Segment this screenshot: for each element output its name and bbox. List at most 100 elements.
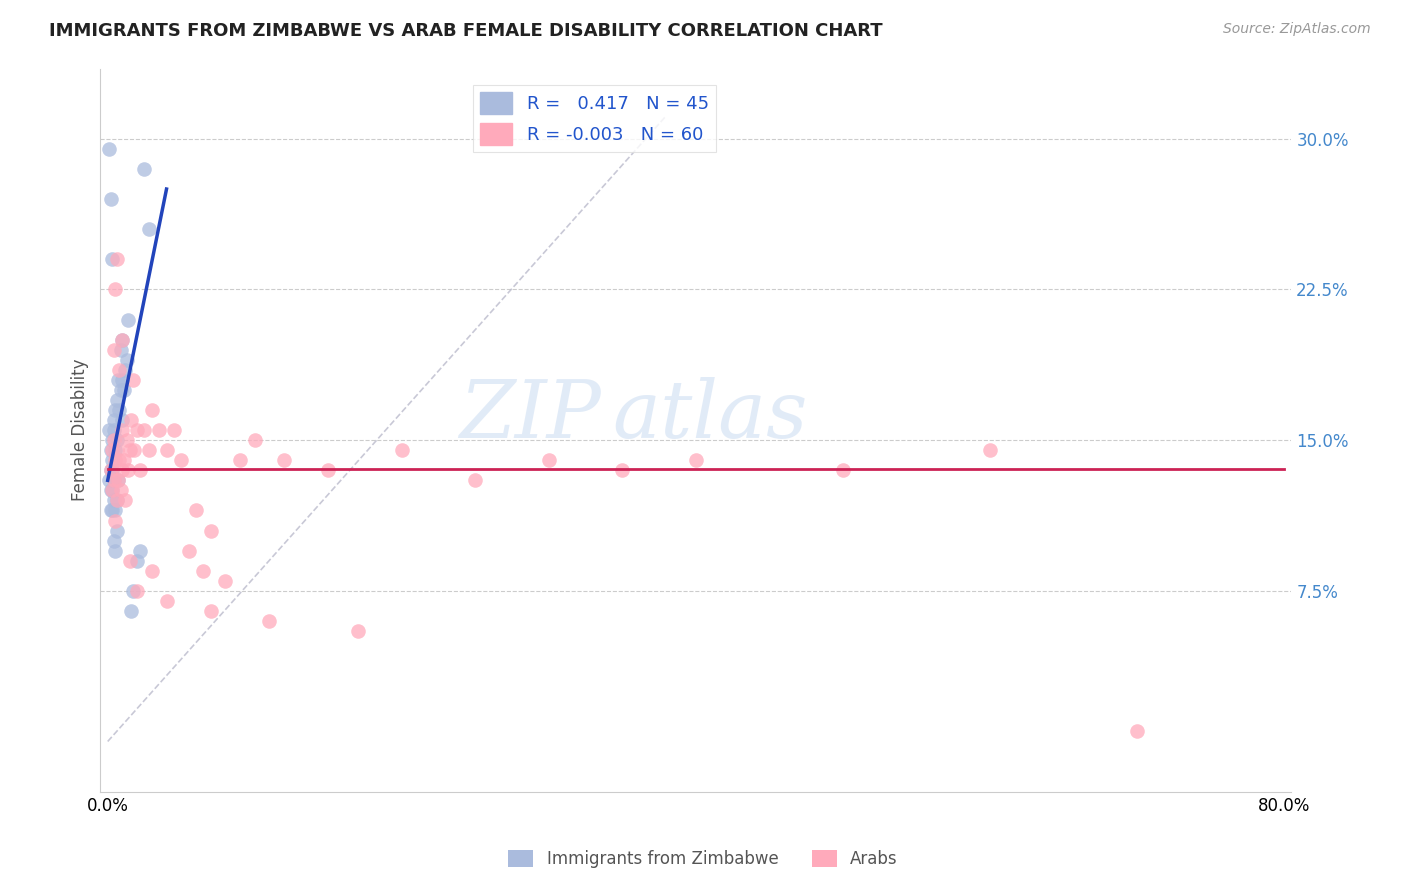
Point <box>105 433 128 447</box>
Point <box>103 343 125 357</box>
Point <box>831 463 853 477</box>
Point <box>103 413 125 427</box>
Point <box>104 443 127 458</box>
Point <box>101 503 124 517</box>
Point <box>100 463 122 477</box>
Point <box>108 363 131 377</box>
Point <box>101 463 124 477</box>
Point <box>104 403 127 417</box>
Point <box>105 524 128 538</box>
Point <box>100 463 122 477</box>
Point <box>104 453 127 467</box>
Point <box>100 483 122 498</box>
Text: ZIP: ZIP <box>458 377 600 454</box>
Point <box>105 493 128 508</box>
Text: IMMIGRANTS FROM ZIMBABWE VS ARAB FEMALE DISABILITY CORRELATION CHART: IMMIGRANTS FROM ZIMBABWE VS ARAB FEMALE … <box>49 22 883 40</box>
Point <box>155 594 177 608</box>
Point <box>110 343 132 357</box>
Point <box>100 503 122 517</box>
Point <box>103 423 125 437</box>
Point <box>105 443 128 458</box>
Point <box>98 423 121 437</box>
Point <box>111 333 134 347</box>
Point <box>122 443 145 458</box>
Point <box>111 463 134 477</box>
Point <box>127 583 149 598</box>
Point <box>105 252 128 267</box>
Point <box>100 192 122 206</box>
Point <box>111 423 134 437</box>
Point <box>110 383 132 397</box>
Legend: R =   0.417   N = 45, R = -0.003   N = 60: R = 0.417 N = 45, R = -0.003 N = 60 <box>472 85 716 153</box>
Point <box>214 574 236 588</box>
Point <box>118 554 141 568</box>
Point <box>114 363 136 377</box>
Point <box>107 373 129 387</box>
Point <box>103 493 125 508</box>
Point <box>685 453 707 467</box>
Point <box>117 463 139 477</box>
Point <box>101 252 124 267</box>
Point <box>129 543 152 558</box>
Point <box>200 524 222 538</box>
Point <box>259 614 281 628</box>
Point <box>229 453 252 467</box>
Point <box>979 443 1001 458</box>
Text: atlas: atlas <box>613 377 808 454</box>
Point <box>104 283 127 297</box>
Point <box>98 473 121 487</box>
Point <box>537 453 560 467</box>
Point <box>391 443 413 458</box>
Point <box>346 624 368 638</box>
Point <box>111 413 134 427</box>
Point <box>120 604 142 618</box>
Point <box>177 543 200 558</box>
Point <box>104 503 127 517</box>
Point <box>101 433 124 447</box>
Point <box>98 142 121 156</box>
Point <box>115 352 138 367</box>
Point <box>114 493 136 508</box>
Point <box>138 222 160 236</box>
Point <box>120 413 142 427</box>
Point <box>101 453 124 467</box>
Point <box>200 604 222 618</box>
Point <box>108 403 131 417</box>
Point <box>612 463 634 477</box>
Point <box>112 383 135 397</box>
Point <box>464 473 486 487</box>
Point <box>184 503 207 517</box>
Point <box>1126 724 1149 739</box>
Point <box>121 373 143 387</box>
Point <box>121 583 143 598</box>
Point <box>103 473 125 487</box>
Point <box>316 463 339 477</box>
Point <box>193 564 215 578</box>
Point <box>100 443 122 458</box>
Point <box>118 443 141 458</box>
Point <box>107 473 129 487</box>
Point <box>105 493 128 508</box>
Point <box>107 473 129 487</box>
Point <box>112 453 135 467</box>
Legend: Immigrants from Zimbabwe, Arabs: Immigrants from Zimbabwe, Arabs <box>502 843 904 875</box>
Point <box>127 423 149 437</box>
Point <box>111 373 134 387</box>
Point <box>104 514 127 528</box>
Point <box>273 453 295 467</box>
Point <box>104 543 127 558</box>
Point <box>110 483 132 498</box>
Point <box>101 483 124 498</box>
Text: Source: ZipAtlas.com: Source: ZipAtlas.com <box>1223 22 1371 37</box>
Point <box>134 161 156 176</box>
Y-axis label: Female Disability: Female Disability <box>72 359 89 501</box>
Point <box>141 564 163 578</box>
Point <box>148 423 170 437</box>
Point <box>163 423 186 437</box>
Point <box>127 554 149 568</box>
Point <box>243 433 266 447</box>
Point <box>103 533 125 548</box>
Point <box>129 463 152 477</box>
Point <box>134 423 156 437</box>
Point <box>101 443 124 458</box>
